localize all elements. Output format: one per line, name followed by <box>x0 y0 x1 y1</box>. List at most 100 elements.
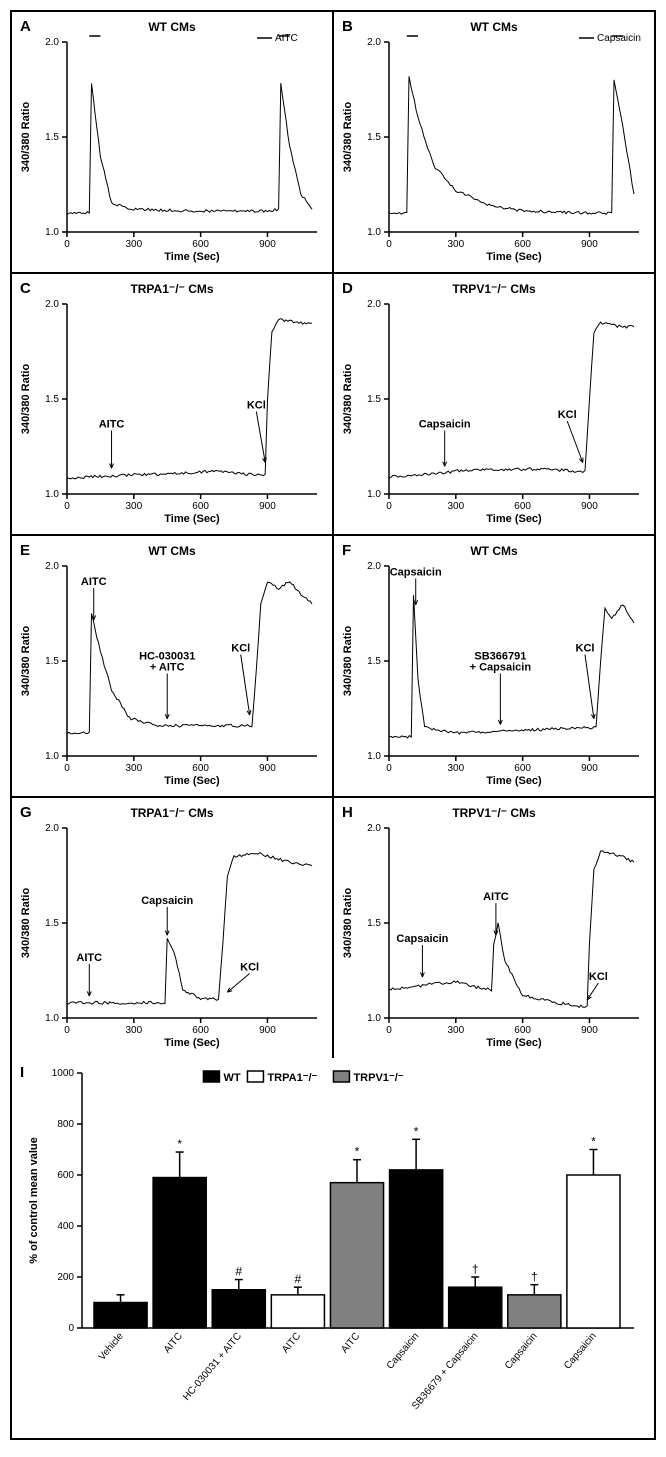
svg-text:900: 900 <box>581 763 598 774</box>
svg-text:300: 300 <box>125 239 142 250</box>
svg-text:0: 0 <box>386 763 392 774</box>
svg-text:600: 600 <box>192 1025 209 1036</box>
svg-text:600: 600 <box>192 239 209 250</box>
svg-text:1.0: 1.0 <box>367 227 381 238</box>
svg-text:800: 800 <box>57 1119 74 1130</box>
svg-text:Time (Sec): Time (Sec) <box>486 1037 542 1049</box>
svg-text:600: 600 <box>514 1025 531 1036</box>
panel-F: F WT CMs 1.01.52.00300600900Time (Sec)34… <box>332 536 654 796</box>
svg-text:0: 0 <box>64 501 70 512</box>
svg-text:2.0: 2.0 <box>367 823 381 834</box>
svg-text:300: 300 <box>447 763 464 774</box>
svg-text:300: 300 <box>447 501 464 512</box>
svg-text:Capsaicin: Capsaicin <box>419 419 471 431</box>
svg-text:SB36679 + Capsaicin: SB36679 + Capsaicin <box>410 1331 480 1412</box>
svg-text:1.0: 1.0 <box>367 1013 381 1024</box>
chart-area-G: 1.01.52.00300600900Time (Sec)340/380 Rat… <box>67 828 317 1018</box>
svg-text:2.0: 2.0 <box>45 823 59 834</box>
svg-text:*: * <box>177 1137 182 1151</box>
svg-text:Time (Sec): Time (Sec) <box>164 251 220 263</box>
svg-text:0: 0 <box>68 1323 74 1334</box>
svg-text:AITC: AITC <box>99 419 125 431</box>
svg-text:Capsaicin: Capsaicin <box>396 933 448 945</box>
svg-text:340/380 Ratio: 340/380 Ratio <box>20 626 32 697</box>
svg-text:340/380 Ratio: 340/380 Ratio <box>342 888 354 959</box>
svg-text:340/380 Ratio: 340/380 Ratio <box>342 102 354 173</box>
svg-text:#: # <box>235 1265 242 1279</box>
svg-text:Capsaicin: Capsaicin <box>385 1331 422 1372</box>
svg-text:1.5: 1.5 <box>45 918 59 929</box>
svg-text:AITC: AITC <box>275 33 298 44</box>
svg-text:0: 0 <box>64 239 70 250</box>
svg-text:+ AITC: + AITC <box>150 662 185 674</box>
panel-I: I 02004006008001000% of control mean val… <box>12 1058 654 1438</box>
svg-text:600: 600 <box>514 501 531 512</box>
panel-D: D TRPV1⁻/⁻ CMs 1.01.52.00300600900Time (… <box>332 274 654 534</box>
svg-text:Capsaicin: Capsaicin <box>597 33 641 44</box>
svg-text:340/380 Ratio: 340/380 Ratio <box>20 364 32 435</box>
svg-text:300: 300 <box>125 501 142 512</box>
svg-text:1.5: 1.5 <box>45 394 59 405</box>
panel-title-H: TRPV1⁻/⁻ CMs <box>334 806 654 820</box>
svg-text:1.5: 1.5 <box>367 656 381 667</box>
chart-area-B: 1.01.52.00300600900Time (Sec)340/380 Rat… <box>389 42 639 232</box>
svg-text:600: 600 <box>192 501 209 512</box>
svg-text:WT: WT <box>223 1072 240 1084</box>
svg-text:TRPA1⁻/⁻: TRPA1⁻/⁻ <box>267 1072 317 1084</box>
svg-text:1.5: 1.5 <box>367 394 381 405</box>
svg-text:1.0: 1.0 <box>367 751 381 762</box>
panel-title-A: WT CMs <box>12 20 332 34</box>
svg-text:Capsaicin: Capsaicin <box>141 895 193 907</box>
svg-text:2.0: 2.0 <box>45 561 59 572</box>
svg-text:340/380 Ratio: 340/380 Ratio <box>20 888 32 959</box>
svg-text:*: * <box>414 1124 419 1138</box>
svg-text:1.0: 1.0 <box>45 227 59 238</box>
svg-text:1.0: 1.0 <box>45 751 59 762</box>
svg-text:900: 900 <box>259 763 276 774</box>
svg-text:KCl: KCl <box>240 962 259 974</box>
svg-text:1.0: 1.0 <box>367 489 381 500</box>
svg-text:†: † <box>531 1270 538 1284</box>
svg-text:0: 0 <box>64 763 70 774</box>
svg-text:KCl: KCl <box>231 643 250 655</box>
svg-text:2.0: 2.0 <box>45 299 59 310</box>
chart-area-A: 1.01.52.00300600900Time (Sec)340/380 Rat… <box>67 42 317 232</box>
bar-chart-area: 02004006008001000% of control mean value… <box>82 1073 634 1328</box>
svg-text:900: 900 <box>581 239 598 250</box>
svg-text:340/380 Ratio: 340/380 Ratio <box>342 364 354 435</box>
svg-text:Vehicle: Vehicle <box>97 1331 126 1363</box>
svg-text:200: 200 <box>57 1272 74 1283</box>
chart-area-F: 1.01.52.00300600900Time (Sec)340/380 Rat… <box>389 566 639 756</box>
svg-text:1000: 1000 <box>52 1068 75 1079</box>
svg-text:TRPV1⁻/⁻: TRPV1⁻/⁻ <box>353 1072 403 1084</box>
svg-text:Time (Sec): Time (Sec) <box>486 513 542 525</box>
svg-text:AITC: AITC <box>339 1331 362 1356</box>
svg-text:0: 0 <box>386 1025 392 1036</box>
svg-text:900: 900 <box>259 501 276 512</box>
svg-text:*: * <box>355 1145 360 1159</box>
panel-A: A WT CMs 1.01.52.00300600900Time (Sec)34… <box>12 12 332 272</box>
svg-text:AITC: AITC <box>81 576 107 588</box>
panel-H: H TRPV1⁻/⁻ CMs 1.01.52.00300600900Time (… <box>332 798 654 1058</box>
svg-text:0: 0 <box>64 1025 70 1036</box>
svg-text:Capsaicin: Capsaicin <box>562 1331 599 1372</box>
chart-area-C: 1.01.52.00300600900Time (Sec)340/380 Rat… <box>67 304 317 494</box>
svg-text:2.0: 2.0 <box>367 561 381 572</box>
svg-text:900: 900 <box>259 1025 276 1036</box>
panel-title-F: WT CMs <box>334 544 654 558</box>
svg-text:400: 400 <box>57 1221 74 1232</box>
panel-E: E WT CMs 1.01.52.00300600900Time (Sec)34… <box>12 536 332 796</box>
svg-text:Time (Sec): Time (Sec) <box>164 1037 220 1049</box>
svg-text:300: 300 <box>447 1025 464 1036</box>
svg-text:340/380 Ratio: 340/380 Ratio <box>20 102 32 173</box>
svg-text:AITC: AITC <box>483 891 509 903</box>
svg-text:#: # <box>295 1272 302 1286</box>
svg-text:1.5: 1.5 <box>45 132 59 143</box>
svg-text:KCl: KCl <box>576 643 595 655</box>
svg-text:AITC: AITC <box>162 1331 185 1356</box>
svg-text:600: 600 <box>514 763 531 774</box>
svg-text:Time (Sec): Time (Sec) <box>164 513 220 525</box>
chart-area-E: 1.01.52.00300600900Time (Sec)340/380 Rat… <box>67 566 317 756</box>
svg-text:0: 0 <box>386 239 392 250</box>
panel-title-E: WT CMs <box>12 544 332 558</box>
